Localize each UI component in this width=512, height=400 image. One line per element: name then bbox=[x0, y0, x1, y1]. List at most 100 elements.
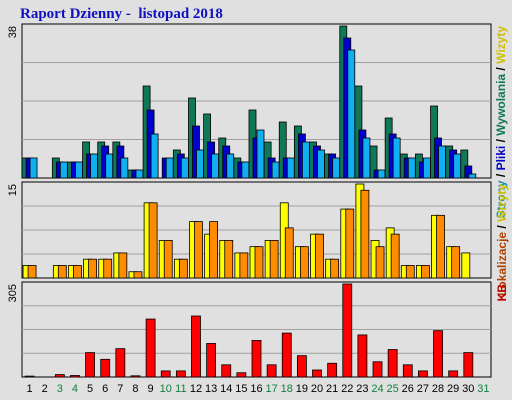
bar-kb-day-21 bbox=[327, 362, 338, 378]
x-tick-label-day-19: 19 bbox=[296, 383, 308, 395]
bar-strony-day-6 bbox=[105, 153, 114, 179]
bar-lokalizacje-day-7 bbox=[118, 252, 128, 279]
bar-lokalizacje-day-28 bbox=[436, 214, 445, 279]
bar-lokalizacje-day-16 bbox=[254, 246, 264, 279]
bar-strony-day-30 bbox=[468, 173, 477, 179]
bar-strony-day-14 bbox=[226, 153, 235, 179]
bar-strony-day-21 bbox=[332, 157, 341, 179]
x-tick-label-day-15: 15 bbox=[235, 383, 247, 395]
bar-wywolania-day-30 bbox=[460, 149, 469, 179]
bar-lokalizacje-day-24 bbox=[375, 246, 385, 279]
x-tick-label-day-3: 3 bbox=[57, 383, 63, 395]
bar-kb-day-30 bbox=[463, 352, 474, 378]
x-tick-label-day-17: 17 bbox=[266, 383, 278, 395]
x-tick-label-day-20: 20 bbox=[311, 383, 323, 395]
bar-strony-day-16 bbox=[256, 129, 265, 179]
x-tick-label-day-16: 16 bbox=[250, 383, 262, 395]
bar-kb-day-16 bbox=[251, 340, 262, 378]
bar-kb-day-7 bbox=[115, 348, 126, 378]
panel-2-legend: Lokalizacje / Wizyty bbox=[495, 184, 509, 296]
bar-strony-day-23 bbox=[362, 137, 371, 179]
bar-lokalizacje-day-11 bbox=[178, 258, 188, 279]
bar-wywolania-day-18 bbox=[278, 121, 287, 179]
bar-lokalizacje-day-8 bbox=[133, 271, 143, 279]
bar-kb-day-6 bbox=[100, 358, 111, 378]
bar-kb-day-17 bbox=[266, 364, 277, 378]
bar-strony-day-3 bbox=[59, 161, 68, 179]
x-tick-label-day-10: 10 bbox=[160, 383, 172, 395]
bar-kb-day-29 bbox=[448, 370, 459, 378]
panel-1-legend: Strony / Pliki / Wywolania / Wizyty bbox=[494, 26, 508, 219]
bar-strony-day-18 bbox=[286, 157, 295, 179]
bar-lokalizacje-day-17 bbox=[269, 239, 279, 279]
x-tick-label-day-21: 21 bbox=[326, 383, 338, 395]
legend-entry: Wywolania bbox=[494, 74, 508, 136]
bar-strony-day-8 bbox=[135, 169, 144, 179]
bar-lokalizacje-day-5 bbox=[88, 258, 97, 279]
bar-lokalizacje-day-6 bbox=[103, 258, 113, 279]
bar-lokalizacje-day-15 bbox=[239, 252, 249, 279]
panel-3-ymax-label: 305 bbox=[7, 284, 19, 302]
bar-strony-day-13 bbox=[211, 153, 220, 179]
bar-kb-day-26 bbox=[402, 364, 413, 378]
bar-kb-day-14 bbox=[221, 364, 232, 378]
panel-1-ymax-label: 38 bbox=[7, 26, 19, 38]
bar-strony-day-7 bbox=[120, 157, 129, 179]
bar-lokalizacje-day-9 bbox=[148, 202, 158, 279]
bar-kb-day-8 bbox=[130, 375, 141, 378]
panel-3-legend: KB bbox=[495, 284, 509, 302]
bar-lokalizacje-day-18 bbox=[284, 227, 294, 279]
bar-strony-day-26 bbox=[407, 157, 416, 179]
bar-pliki-day-30 bbox=[464, 165, 473, 179]
bar-strony-day-22 bbox=[347, 49, 356, 179]
bar-wywolania-day-24 bbox=[369, 145, 378, 179]
legend-entry: Pliki bbox=[494, 146, 508, 171]
bar-strony-day-15 bbox=[241, 161, 250, 179]
chart-title: Raport Dzienny - listopad 2018 bbox=[20, 6, 223, 22]
bar-kb-day-20 bbox=[312, 369, 322, 378]
bar-kb-day-5 bbox=[85, 352, 95, 378]
bar-lokalizacje-day-4 bbox=[73, 265, 82, 279]
bar-lokalizacje-day-13 bbox=[209, 221, 219, 279]
bar-lokalizacje-day-10 bbox=[163, 239, 173, 279]
bar-lokalizacje-day-21 bbox=[330, 258, 340, 279]
bar-strony-day-29 bbox=[453, 153, 462, 179]
x-tick-label-day-30: 30 bbox=[462, 383, 474, 395]
x-tick-label-day-12: 12 bbox=[190, 383, 202, 395]
bar-strony-day-11 bbox=[180, 157, 189, 179]
bar-strony-day-20 bbox=[317, 149, 325, 179]
legend-entry: Wizyty bbox=[495, 184, 509, 222]
bar-wizyty-day-30 bbox=[461, 252, 471, 279]
bar-kb-day-19 bbox=[296, 355, 307, 378]
x-tick-label-day-5: 5 bbox=[87, 383, 93, 395]
x-tick-label-day-2: 2 bbox=[42, 383, 48, 395]
bar-strony-day-27 bbox=[423, 157, 431, 179]
bar-kb-day-15 bbox=[236, 372, 247, 378]
bar-lokalizacje-day-19 bbox=[299, 246, 309, 279]
bar-kb-day-28 bbox=[433, 330, 443, 378]
legend-entry: KB bbox=[495, 284, 509, 302]
bar-strony-day-24 bbox=[377, 169, 386, 179]
bar-lokalizacje-day-25 bbox=[390, 233, 400, 279]
x-tick-label-day-9: 9 bbox=[148, 383, 154, 395]
legend-entry: / bbox=[494, 64, 508, 74]
bar-strony-day-10 bbox=[165, 157, 174, 179]
x-tick-label-day-26: 26 bbox=[402, 383, 414, 395]
bar-kb-day-23 bbox=[357, 334, 368, 378]
x-tick-label-day-11: 11 bbox=[175, 383, 186, 395]
x-tick-label-day-22: 22 bbox=[341, 383, 353, 395]
bar-lokalizacje-day-3 bbox=[57, 265, 67, 279]
x-tick-label-day-24: 24 bbox=[371, 383, 383, 395]
bar-kb-day-1 bbox=[24, 375, 35, 378]
bar-kb-day-4 bbox=[70, 375, 80, 378]
x-tick-label-day-23: 23 bbox=[356, 383, 368, 395]
bar-kb-day-10 bbox=[160, 370, 171, 378]
bar-lokalizacje-day-27 bbox=[421, 265, 430, 279]
legend-entry: / bbox=[494, 170, 508, 180]
legend-entry: / bbox=[494, 136, 508, 146]
x-tick-label-day-25: 25 bbox=[387, 383, 399, 395]
bar-lokalizacje-day-20 bbox=[315, 233, 324, 279]
x-tick-label-day-4: 4 bbox=[72, 383, 78, 395]
bar-strony-day-1 bbox=[29, 157, 38, 179]
